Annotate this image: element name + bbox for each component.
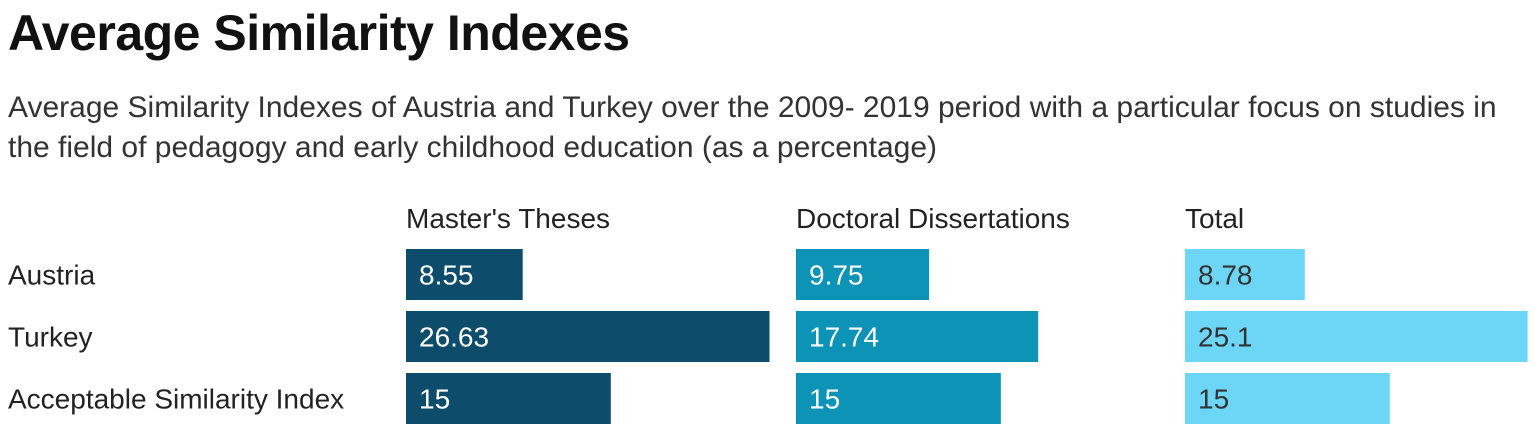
bar — [406, 249, 523, 300]
panel-header: Doctoral Dissertations — [796, 203, 1070, 234]
bar — [1185, 249, 1305, 300]
bar — [796, 311, 1039, 362]
bar-value-label: 9.75 — [809, 260, 864, 291]
panel-header: Total — [1185, 203, 1244, 234]
category-label: Austria — [8, 260, 96, 291]
bar — [406, 373, 611, 424]
chart-title: Average Similarity Indexes — [8, 5, 630, 61]
chart-subtitle: Average Similarity Indexes of Austria an… — [8, 91, 1497, 164]
bar — [406, 311, 770, 362]
bar-value-label: 26.63 — [419, 322, 489, 353]
bar-value-label: 8.78 — [1198, 260, 1253, 291]
bar-value-label: 8.55 — [419, 260, 474, 291]
bar-value-label: 15 — [809, 384, 840, 415]
panel-header: Master's Theses — [406, 203, 610, 234]
category-label: Turkey — [8, 322, 93, 353]
bar — [796, 249, 930, 300]
bar-value-label: 15 — [1198, 384, 1229, 415]
bar-value-label: 15 — [419, 384, 450, 415]
bar-value-label: 25.1 — [1198, 322, 1253, 353]
category-label: Acceptable Similarity Index — [8, 384, 344, 415]
bar-value-label: 17.74 — [809, 322, 879, 353]
bar — [796, 373, 1001, 424]
bar — [1185, 311, 1528, 362]
bar — [1185, 373, 1390, 424]
